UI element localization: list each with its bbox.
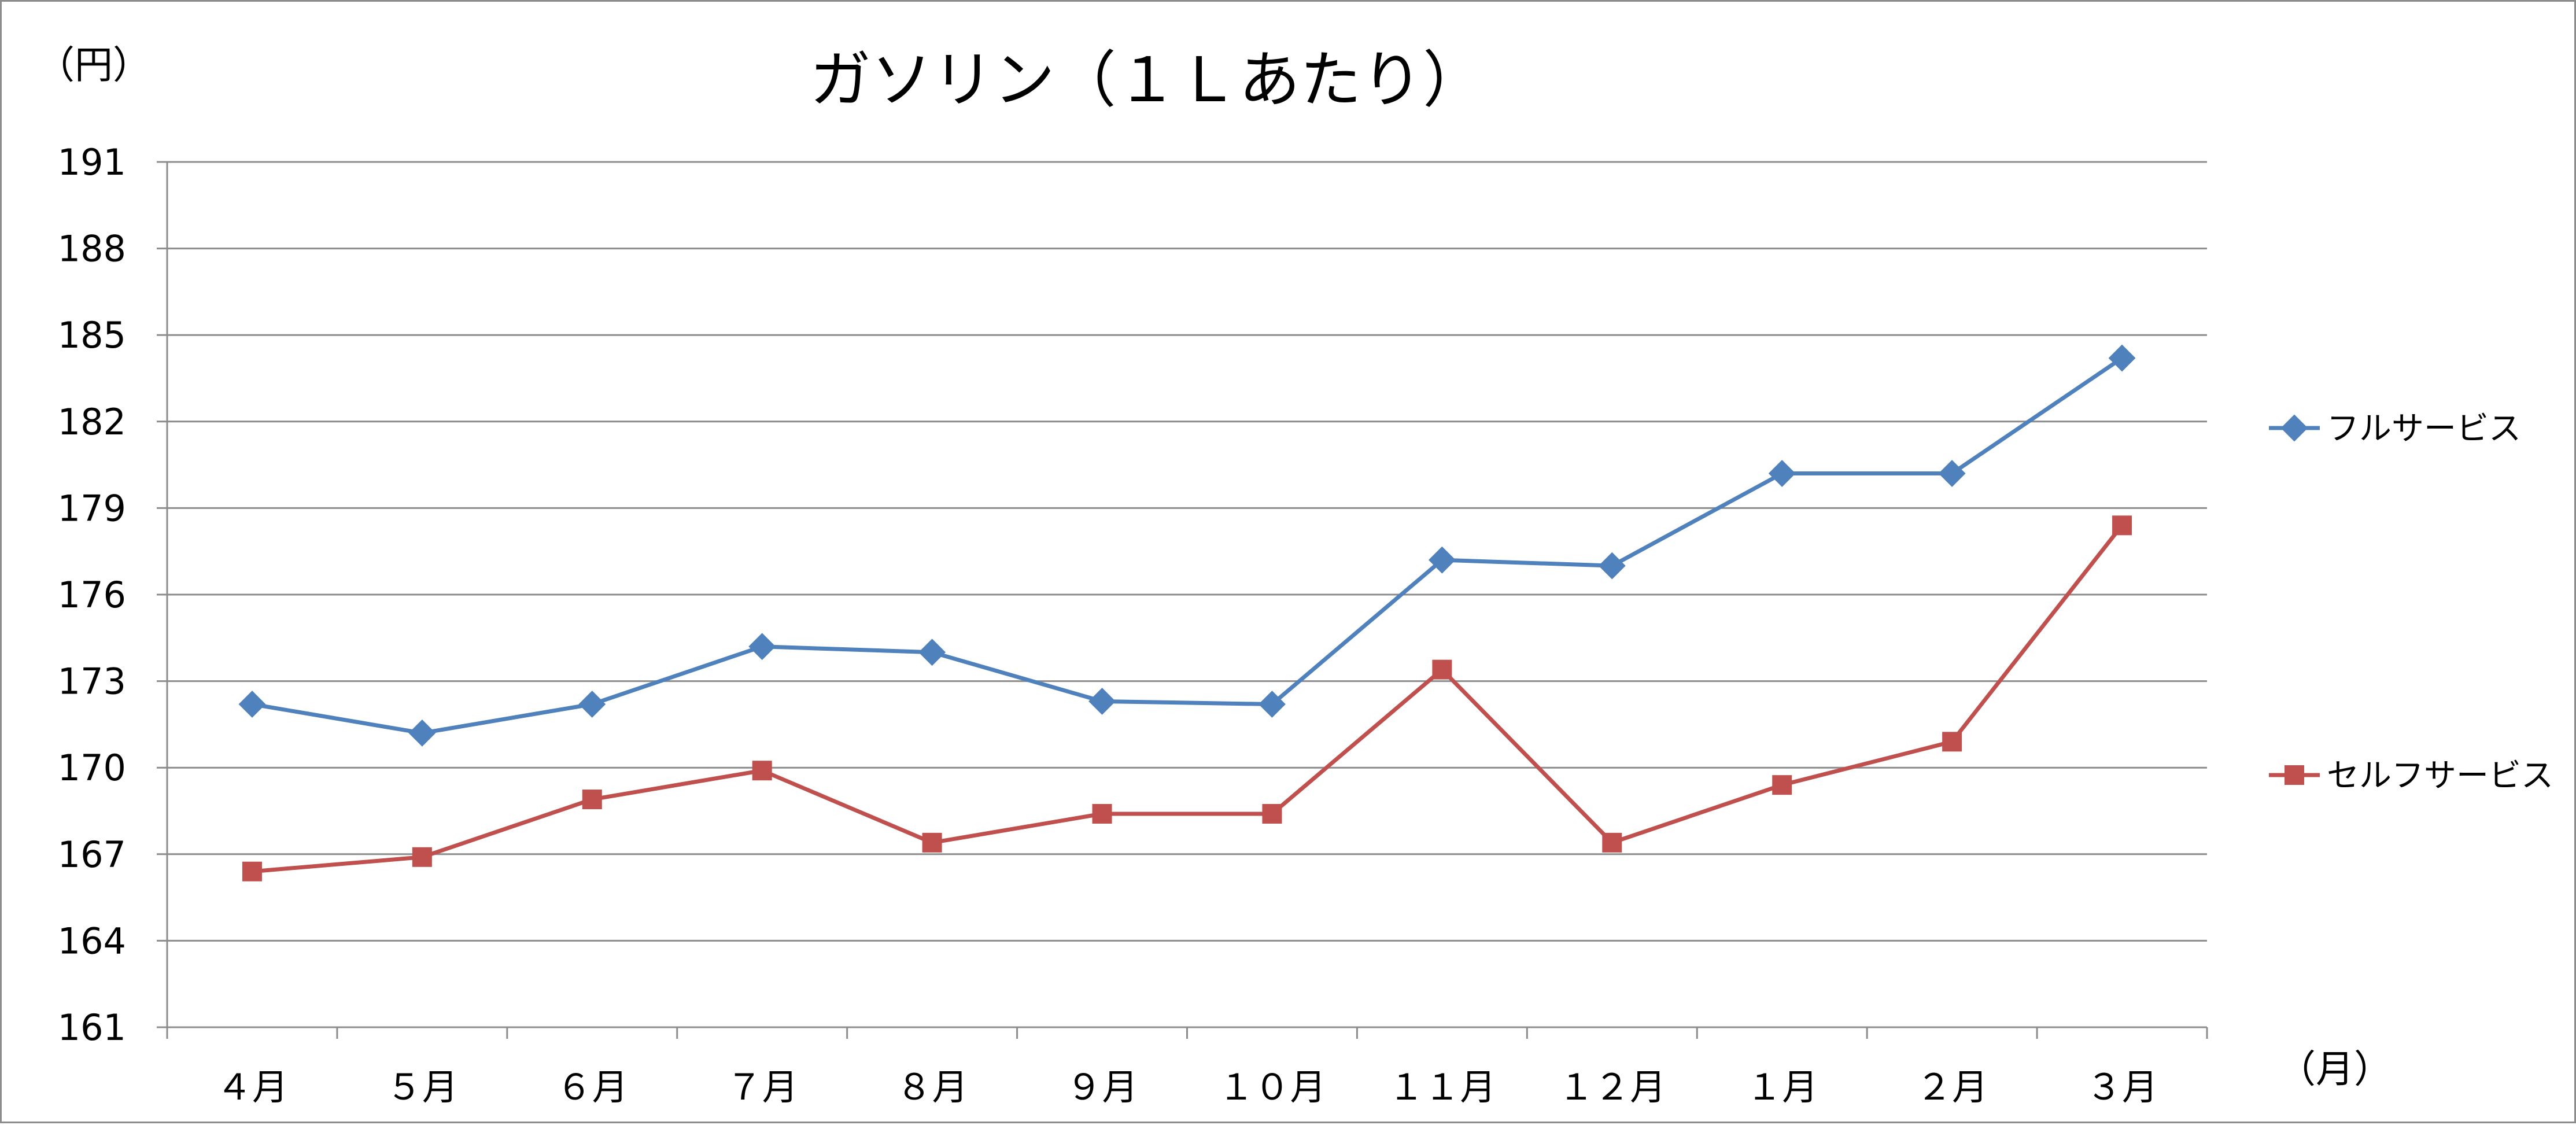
legend-marker <box>2280 414 2308 442</box>
data-point <box>1262 803 1282 824</box>
y-tick-label: 182 <box>58 401 126 443</box>
series-line <box>252 356 2124 735</box>
data-point <box>1772 775 1792 795</box>
legend-label: セルフサービス <box>2327 757 2553 795</box>
data-point <box>2108 344 2136 372</box>
axes <box>157 162 2208 1039</box>
data-point <box>412 847 432 867</box>
series-1 <box>242 515 2132 881</box>
x-tick-label: ８月 <box>896 1066 968 1108</box>
legend-marker <box>2285 765 2304 785</box>
x-tick-label: ２月 <box>1916 1066 1988 1108</box>
y-tick-labels: 161 164 167 170 173 176 179 182 185 188 191 <box>58 141 126 1049</box>
y-tick-label: 176 <box>58 574 126 616</box>
legend-label: フルサービス <box>2327 410 2521 448</box>
data-point <box>1428 546 1456 574</box>
x-tick-label: １月 <box>1746 1066 1818 1108</box>
data-point <box>238 691 266 718</box>
x-tick-label: １１月 <box>1388 1066 1496 1108</box>
y-tick-label: 170 <box>58 747 126 789</box>
x-axis-unit-label: （月） <box>2278 1047 2392 1091</box>
data-point <box>1259 691 1286 718</box>
legend-entry: フルサービス <box>2269 410 2521 448</box>
series-0 <box>238 344 2136 747</box>
data-point <box>408 719 436 747</box>
y-axis-unit-label: （円） <box>36 43 151 87</box>
data-series <box>238 344 2136 881</box>
data-point <box>922 832 942 853</box>
series-line <box>252 524 2124 874</box>
y-tick-label: 161 <box>58 1006 126 1049</box>
x-tick-label: ９月 <box>1066 1066 1138 1108</box>
y-tick-label: 167 <box>58 833 126 876</box>
data-point <box>918 639 946 666</box>
data-point <box>748 633 776 661</box>
x-tick-label: ７月 <box>726 1066 798 1108</box>
data-point <box>582 790 602 810</box>
data-point <box>578 691 606 718</box>
gridlines <box>157 161 2207 942</box>
x-tick-label: ４月 <box>216 1066 288 1108</box>
x-tick-label: ５月 <box>386 1066 458 1108</box>
y-tick-label: 191 <box>58 141 126 183</box>
y-tick-label: 188 <box>58 228 126 270</box>
y-tick-label: 179 <box>58 487 126 529</box>
x-tick-label: ６月 <box>556 1066 628 1108</box>
y-tick-label: 173 <box>58 661 126 703</box>
x-tick-label: ３月 <box>2086 1066 2158 1108</box>
x-tick-label: １０月 <box>1218 1066 1326 1108</box>
data-point <box>1088 688 1116 715</box>
data-point <box>2112 515 2132 536</box>
legend-entry: セルフサービス <box>2269 757 2553 795</box>
x-tick-labels: ４月 ５月 ６月 ７月 ８月 ９月 １０月 １１月 １２月 １月 ２月 ３月 <box>216 1066 2158 1108</box>
y-tick-label: 164 <box>58 920 126 962</box>
data-point <box>752 761 772 781</box>
data-point <box>1432 659 1452 680</box>
data-point <box>1092 803 1112 824</box>
data-point <box>242 861 262 881</box>
data-point <box>1938 460 1966 487</box>
y-tick-label: 185 <box>58 314 126 356</box>
x-tick-label: １２月 <box>1558 1066 1666 1108</box>
data-point <box>1942 732 1962 752</box>
data-point <box>1602 832 1622 853</box>
data-point <box>1598 552 1626 580</box>
data-point <box>1768 460 1796 487</box>
chart-title: ガソリン（１Ｌあたり） <box>810 45 1484 116</box>
